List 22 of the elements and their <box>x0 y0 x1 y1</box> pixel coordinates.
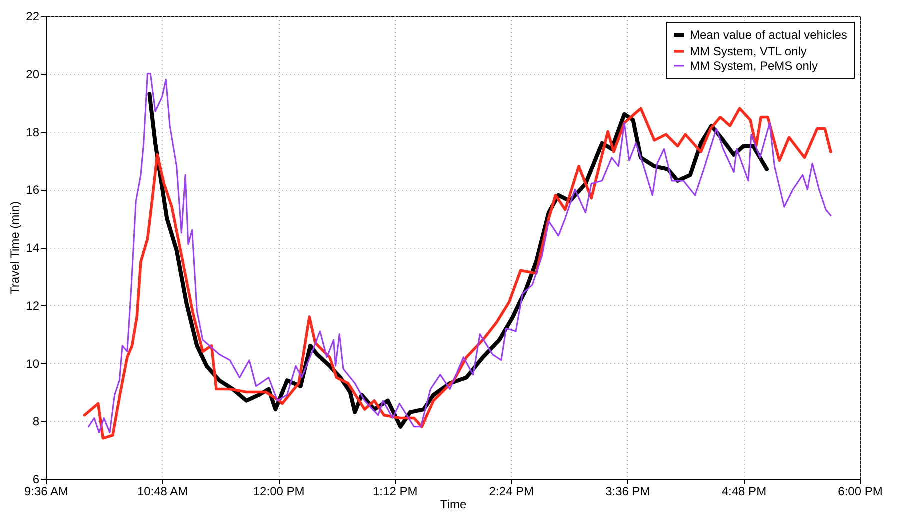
y-tick-label: 6 <box>32 472 40 486</box>
x-tick-label: 6:00 PM <box>838 484 883 498</box>
y-tick-label: 10 <box>26 356 40 371</box>
y-tick-label: 12 <box>26 298 40 313</box>
legend-label: Mean value of actual vehicles <box>690 28 848 42</box>
y-tick-label: 16 <box>26 183 40 198</box>
x-tick-label: 9:36 AM <box>24 484 69 498</box>
y-tick-label: 22 <box>26 10 40 24</box>
x-tick-label: 3:36 PM <box>606 484 650 498</box>
y-tick-label: 18 <box>26 125 40 140</box>
x-tick-label: 2:24 PM <box>489 484 534 498</box>
y-tick-label: 14 <box>26 241 40 255</box>
x-axis-title: Time <box>440 498 467 512</box>
y-axis-title: Travel Time (min) <box>8 202 22 294</box>
legend-label: MM System, VTL only <box>690 44 807 58</box>
y-tick-label: 8 <box>32 414 40 429</box>
x-tick-label: 10:48 AM <box>137 484 188 498</box>
y-tick-label: 20 <box>26 67 40 82</box>
x-tick-label: 4:48 PM <box>722 484 767 498</box>
x-tick-label: 12:00 PM <box>253 484 305 498</box>
x-tick-label: 1:12 PM <box>373 484 418 498</box>
legend-label: MM System, PeMS only <box>690 59 818 73</box>
